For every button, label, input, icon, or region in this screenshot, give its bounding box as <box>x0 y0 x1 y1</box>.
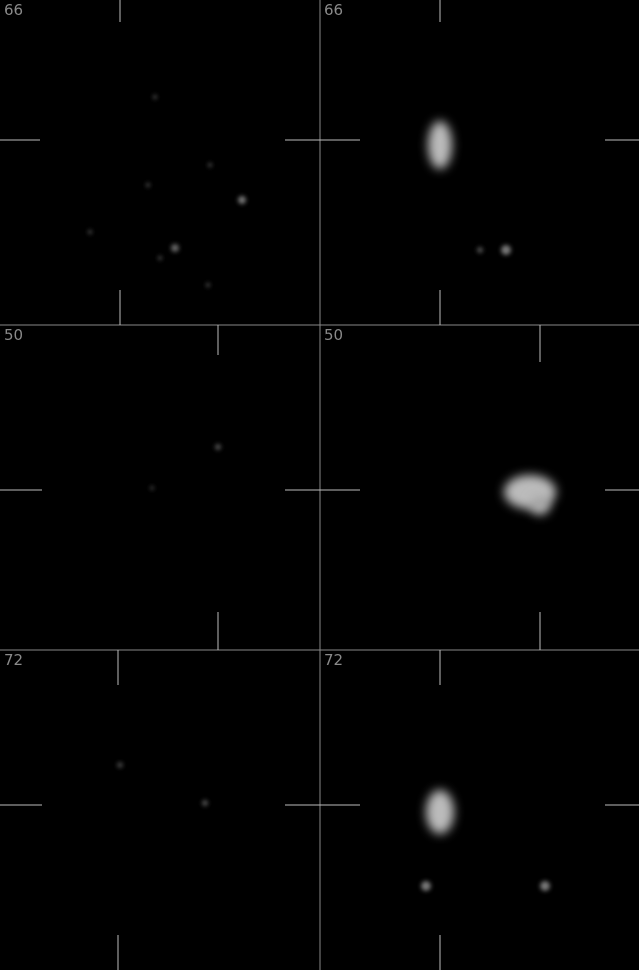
slice-label: 72 <box>4 651 23 669</box>
image-grid: 66 66 50 50 72 <box>0 0 639 970</box>
slice-label: 50 <box>4 326 23 344</box>
slice-label: 66 <box>4 1 23 19</box>
slice-label: 66 <box>324 1 343 19</box>
slice-label: 50 <box>324 326 343 344</box>
slice-label: 72 <box>324 651 343 669</box>
